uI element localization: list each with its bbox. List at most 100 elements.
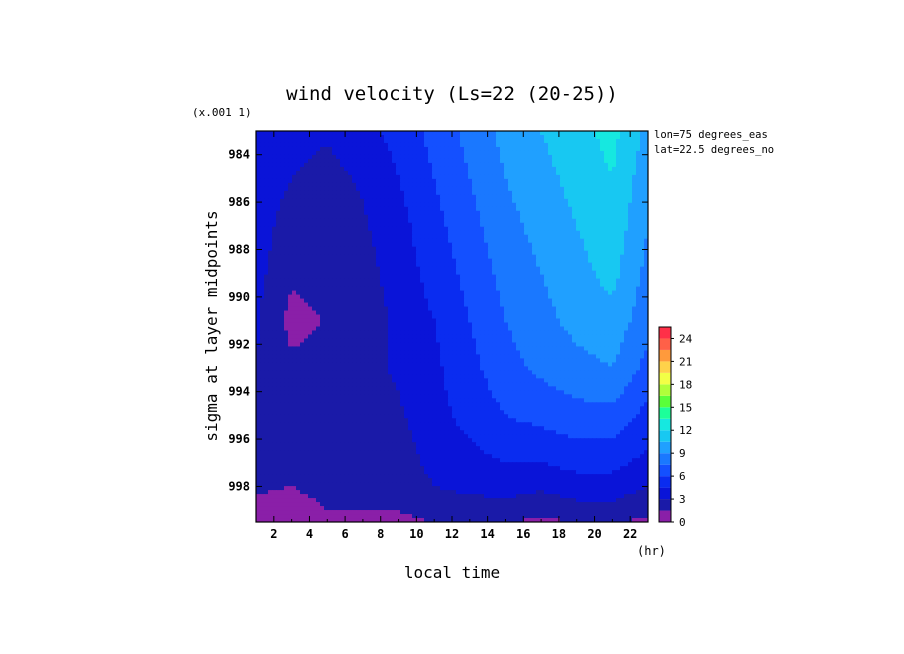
heatmap-cell [620, 134, 625, 140]
heatmap-cell [468, 158, 473, 164]
heatmap-cell [568, 154, 573, 160]
heatmap-cell [620, 222, 625, 228]
heatmap-cell [324, 150, 329, 156]
heatmap-cell [368, 242, 373, 248]
heatmap-cell [404, 198, 409, 204]
heatmap-cell [272, 290, 277, 296]
heatmap-cell [636, 166, 641, 172]
heatmap-cell [332, 306, 337, 312]
heatmap-cell [532, 174, 537, 180]
heatmap-cell [624, 142, 629, 148]
heatmap-cell [392, 186, 397, 192]
heatmap-cell [512, 146, 517, 152]
heatmap-cell [412, 306, 417, 312]
heatmap-cell [292, 238, 297, 244]
heatmap-cell [636, 162, 641, 168]
heatmap-cell [548, 254, 553, 260]
heatmap-cell [608, 330, 613, 336]
heatmap-cell [284, 226, 289, 232]
heatmap-cell [276, 226, 281, 232]
heatmap-cell [360, 314, 365, 320]
heatmap-cell [304, 238, 309, 244]
heatmap-cell [404, 310, 409, 316]
heatmap-cell [552, 298, 557, 304]
heatmap-cell [584, 170, 589, 176]
heatmap-cell [280, 282, 285, 288]
heatmap-cell [288, 290, 293, 296]
heatmap-cell [528, 322, 533, 328]
heatmap-cell [640, 238, 645, 244]
heatmap-cell [388, 290, 393, 296]
heatmap-cell [576, 286, 581, 292]
heatmap-cell [392, 218, 397, 224]
heatmap-cell [584, 190, 589, 196]
heatmap-cell [480, 282, 485, 288]
heatmap-cell [472, 246, 477, 252]
heatmap-cell [260, 190, 265, 196]
heatmap-cell [624, 302, 629, 308]
heatmap-cell [496, 286, 501, 292]
heatmap-cell [284, 146, 289, 152]
heatmap-cell [564, 206, 569, 212]
heatmap-cell [276, 266, 281, 272]
heatmap-cell [432, 298, 437, 304]
heatmap-cell [300, 178, 305, 184]
heatmap-cell [572, 306, 577, 312]
heatmap-cell [360, 218, 365, 224]
heatmap-cell [444, 154, 449, 160]
heatmap-cell [368, 234, 373, 240]
heatmap-cell [544, 186, 549, 192]
heatmap-cell [612, 242, 617, 248]
heatmap-cell [608, 202, 613, 208]
heatmap-cell [524, 314, 529, 320]
heatmap-cell [492, 270, 497, 276]
heatmap-cell [340, 194, 345, 200]
heatmap-cell [592, 202, 597, 208]
heatmap-cell [292, 226, 297, 232]
heatmap-cell [516, 242, 521, 248]
heatmap-cell [616, 138, 621, 144]
heatmap-cell [568, 186, 573, 192]
heatmap-cell [412, 230, 417, 236]
heatmap-cell [380, 238, 385, 244]
heatmap-cell [512, 270, 517, 276]
heatmap-cell [624, 322, 629, 328]
heatmap-cell [564, 298, 569, 304]
heatmap-cell [532, 226, 537, 232]
heatmap-cell [464, 218, 469, 224]
heatmap-cell [552, 138, 557, 144]
heatmap-cell [596, 330, 601, 336]
heatmap-cell [300, 322, 305, 328]
heatmap-cell [492, 206, 497, 212]
heatmap-cell [604, 306, 609, 312]
heatmap-cell [308, 230, 313, 236]
heatmap-cell [552, 262, 557, 268]
heatmap-cell [268, 326, 273, 332]
heatmap-cell [264, 278, 269, 284]
heatmap-cell [580, 178, 585, 184]
heatmap-cell [572, 290, 577, 296]
heatmap-cell [472, 274, 477, 280]
heatmap-cell [292, 131, 297, 136]
heatmap-cell [592, 318, 597, 324]
heatmap-cell [336, 286, 341, 292]
heatmap-cell [276, 190, 281, 196]
heatmap-cell [444, 302, 449, 308]
heatmap-cell [352, 250, 357, 256]
heatmap-cell [564, 174, 569, 180]
heatmap-cell [420, 314, 425, 320]
heatmap-cell [440, 318, 445, 324]
heatmap-cell [384, 250, 389, 256]
heatmap-cell [532, 158, 537, 164]
heatmap-cell [580, 266, 585, 272]
heatmap-cell [628, 146, 633, 152]
heatmap-cell [404, 202, 409, 208]
heatmap-cell [604, 134, 609, 140]
heatmap-cell [280, 306, 285, 312]
heatmap-cell [600, 210, 605, 216]
heatmap-cell [308, 290, 313, 296]
heatmap-cell [384, 254, 389, 260]
heatmap-cell [628, 174, 633, 180]
heatmap-cell [496, 226, 501, 232]
heatmap-cell [488, 286, 493, 292]
